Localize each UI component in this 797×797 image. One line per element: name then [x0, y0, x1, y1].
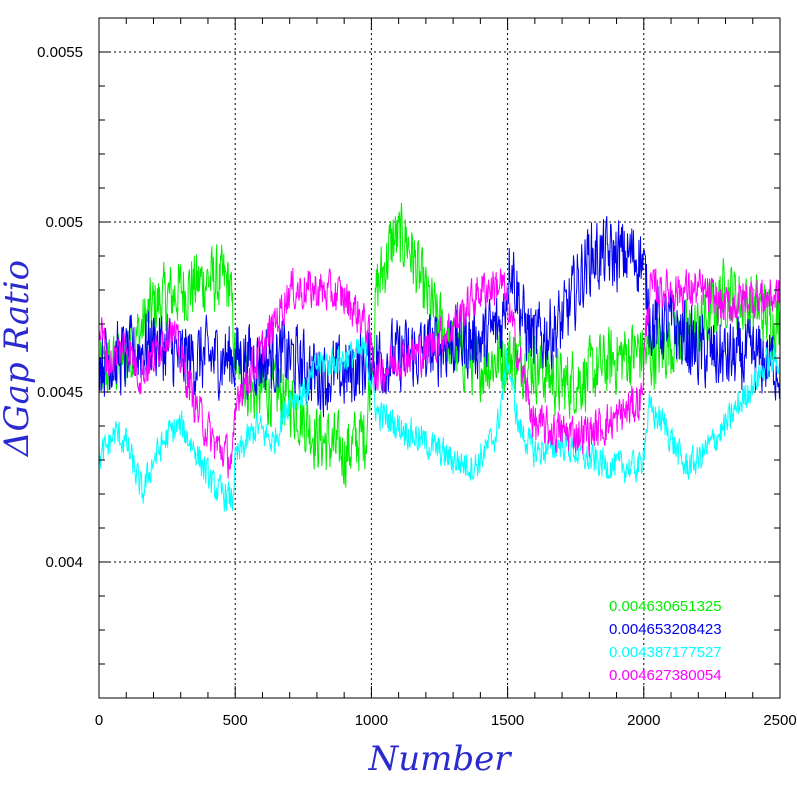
- legend-entry-4: 0.004627380054: [609, 667, 722, 684]
- series-line-1: [98, 202, 781, 488]
- y-tick-label: 0.0045: [37, 384, 83, 401]
- legend-entry-1: 0.004630651325: [609, 598, 722, 615]
- x-tick-label: 1000: [355, 712, 388, 729]
- x-tick-labels: 0 500 1000 1500 2000 2500: [95, 712, 797, 729]
- plot-frame: [98, 17, 781, 699]
- x-tick-label: 2500: [763, 712, 796, 729]
- y-axis-title: ΔGap Ratio: [0, 260, 37, 458]
- legend-entry-2: 0.004653208423: [609, 621, 722, 638]
- y-tick-label: 0.004: [45, 554, 83, 571]
- legend-entry-3: 0.004387177527: [609, 644, 722, 661]
- x-tick-label: 2000: [627, 712, 660, 729]
- x-axis-title: Number: [367, 739, 512, 779]
- y-tick-label: 0.005: [45, 214, 83, 231]
- series-line-2: [98, 215, 781, 418]
- y-tick-label: 0.0055: [37, 44, 83, 61]
- x-tick-label: 0: [95, 712, 103, 729]
- series-line-3: [98, 336, 781, 512]
- x-tick-label: 500: [223, 712, 248, 729]
- x-tick-label: 1500: [491, 712, 524, 729]
- series-group: [98, 202, 781, 512]
- legend: 0.004630651325 0.004653208423 0.0043871775…: [609, 598, 722, 684]
- series-line-4: [98, 267, 781, 479]
- y-tick-labels: 0.004 0.0045 0.005 0.0055: [37, 44, 83, 571]
